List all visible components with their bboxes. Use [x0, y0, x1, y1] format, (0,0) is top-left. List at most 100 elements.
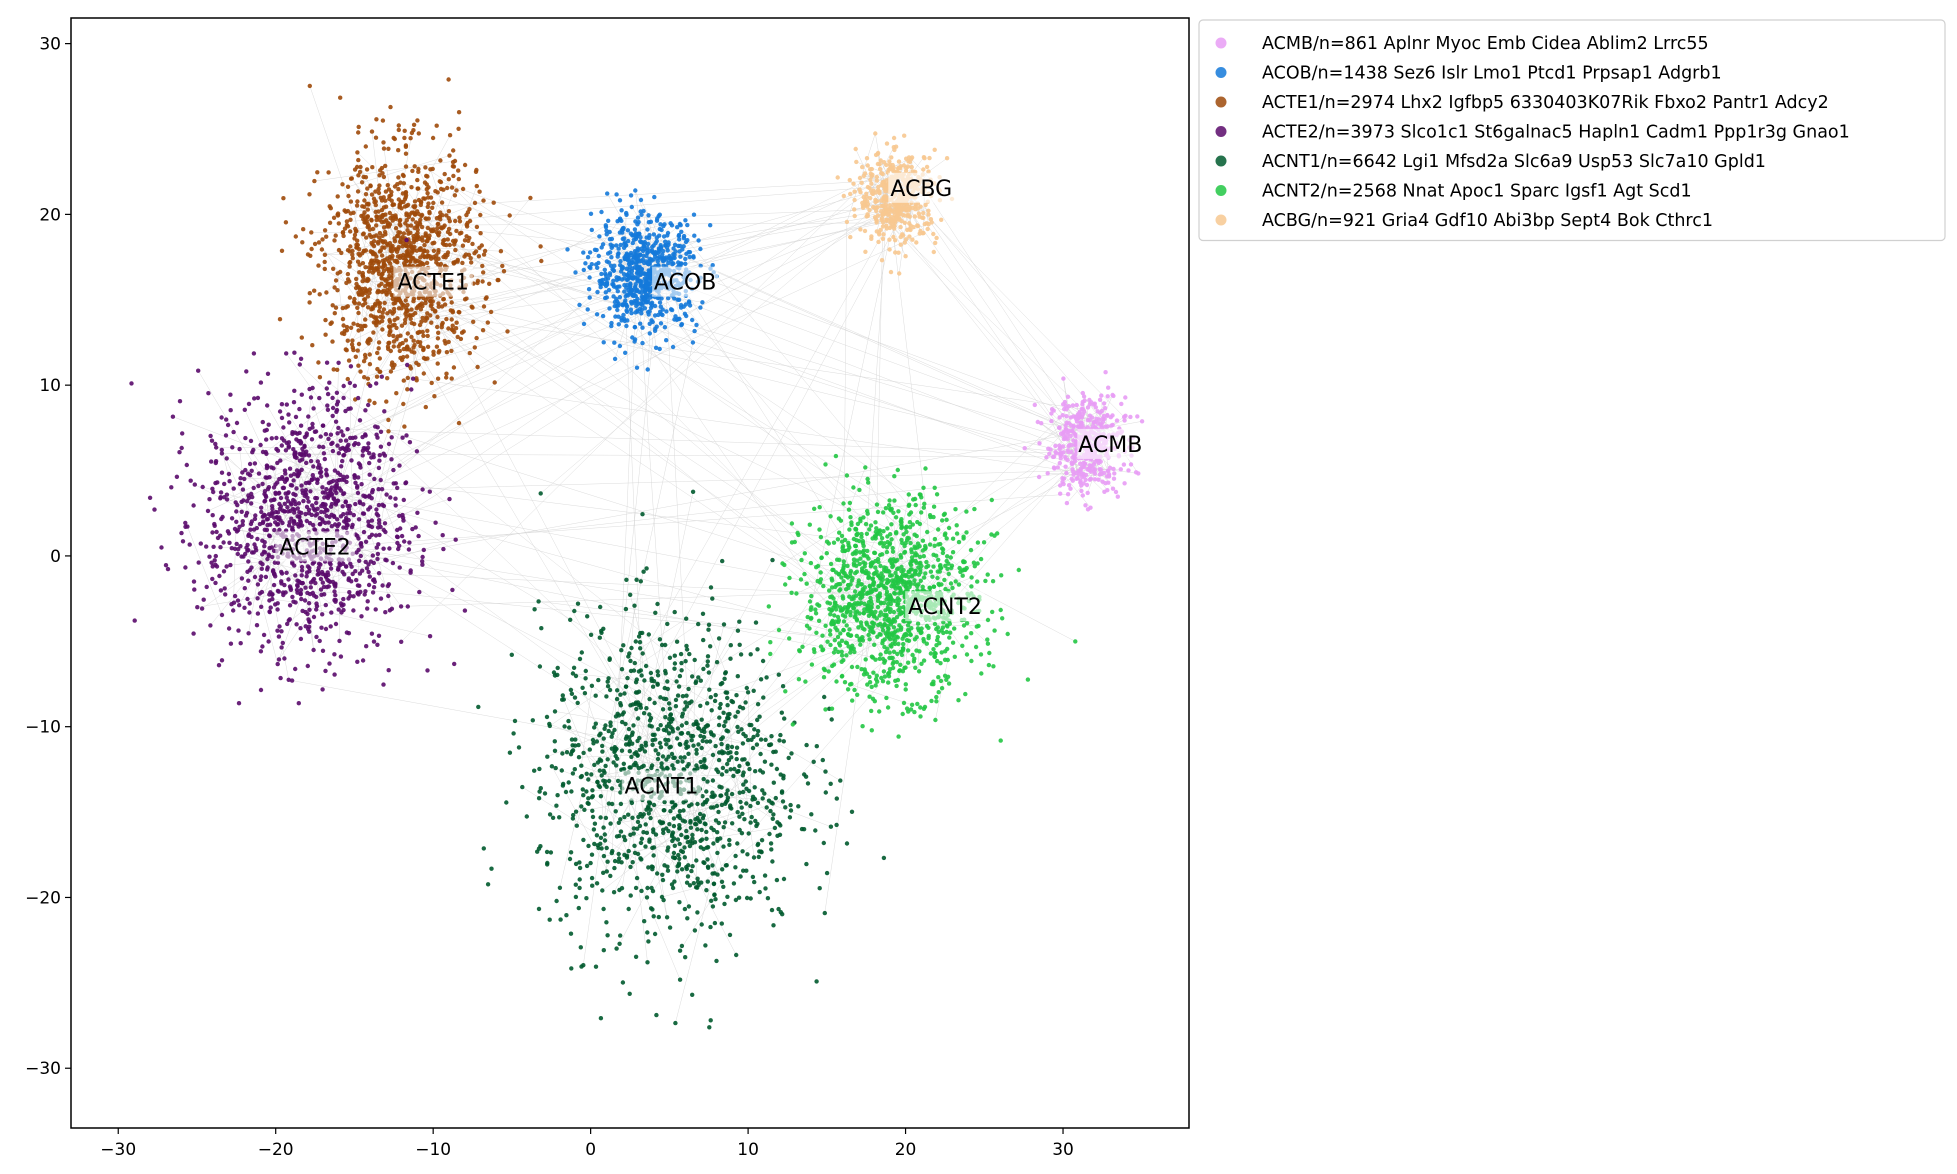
- data-point: [248, 521, 254, 527]
- data-point: [1119, 401, 1124, 407]
- data-point: [339, 250, 344, 256]
- data-point: [612, 865, 617, 871]
- data-point: [286, 677, 291, 682]
- data-point: [283, 220, 289, 225]
- edge: [625, 686, 652, 777]
- data-point: [586, 287, 592, 292]
- data-point: [191, 631, 196, 636]
- data-point: [349, 176, 354, 181]
- data-point: [669, 307, 675, 313]
- data-point: [426, 216, 431, 221]
- data-point: [404, 354, 410, 359]
- data-point: [339, 464, 344, 469]
- data-point: [349, 342, 355, 347]
- edge: [657, 560, 773, 772]
- data-point: [320, 580, 325, 585]
- data-point: [646, 213, 651, 218]
- data-point: [607, 272, 613, 278]
- edge: [652, 820, 700, 892]
- data-point: [428, 303, 434, 309]
- data-point: [469, 304, 474, 309]
- data-point: [333, 233, 338, 238]
- data-point: [282, 582, 287, 588]
- edge: [635, 761, 701, 764]
- data-point: [687, 651, 692, 657]
- data-point: [1056, 425, 1062, 430]
- data-point: [434, 123, 439, 128]
- edge: [302, 570, 880, 596]
- data-point: [1032, 402, 1038, 408]
- data-point: [287, 603, 293, 608]
- data-point: [638, 702, 643, 707]
- data-point: [804, 861, 809, 867]
- data-point: [441, 546, 446, 552]
- data-point: [291, 447, 296, 452]
- data-point: [445, 185, 450, 191]
- data-point: [446, 339, 451, 345]
- data-point: [315, 568, 321, 573]
- data-point: [271, 485, 277, 490]
- data-point: [408, 316, 413, 321]
- edge: [358, 305, 364, 366]
- data-point: [691, 255, 696, 260]
- data-point: [435, 361, 440, 366]
- data-point: [405, 244, 410, 249]
- data-point: [1071, 414, 1076, 419]
- data-point: [770, 859, 775, 864]
- edge: [407, 333, 696, 820]
- data-point: [569, 966, 574, 971]
- data-point: [248, 438, 254, 444]
- data-point: [341, 491, 347, 496]
- data-point: [370, 306, 375, 311]
- data-point: [1088, 505, 1093, 510]
- data-point: [1091, 420, 1097, 425]
- data-point: [357, 418, 363, 423]
- data-point: [227, 540, 232, 545]
- data-point: [279, 579, 284, 584]
- data-point: [789, 751, 794, 756]
- data-point: [411, 345, 416, 350]
- data-point: [664, 338, 669, 343]
- data-point: [356, 124, 361, 130]
- data-point: [1115, 494, 1121, 499]
- data-point: [401, 231, 407, 236]
- data-point: [415, 510, 420, 515]
- edge: [634, 656, 709, 754]
- edge: [400, 242, 915, 659]
- data-point: [278, 495, 284, 501]
- data-point: [340, 458, 345, 464]
- edge: [602, 793, 727, 891]
- data-point: [456, 420, 462, 426]
- data-point: [719, 772, 725, 777]
- data-point: [403, 338, 409, 343]
- data-point: [129, 381, 134, 386]
- data-point: [200, 484, 205, 490]
- data-point: [630, 260, 635, 265]
- data-point: [313, 580, 318, 586]
- data-point: [413, 525, 418, 530]
- data-point: [587, 295, 592, 300]
- data-point: [276, 657, 282, 662]
- data-point: [320, 517, 325, 522]
- data-point: [616, 246, 621, 251]
- data-point: [297, 458, 303, 463]
- edge: [316, 609, 431, 637]
- data-point: [263, 493, 268, 498]
- data-point: [369, 218, 374, 223]
- data-point: [191, 579, 197, 584]
- edge: [292, 680, 661, 748]
- data-point: [368, 249, 373, 254]
- edge: [335, 289, 388, 505]
- data-point: [658, 723, 663, 728]
- data-point: [394, 259, 399, 264]
- data-point: [390, 365, 396, 370]
- data-point: [635, 222, 640, 227]
- data-point: [702, 758, 707, 763]
- data-point: [628, 193, 634, 198]
- data-point: [1035, 419, 1041, 425]
- data-point: [606, 218, 611, 223]
- data-point: [488, 309, 494, 315]
- data-point: [480, 263, 485, 269]
- edge: [266, 453, 1054, 458]
- data-point: [316, 360, 321, 365]
